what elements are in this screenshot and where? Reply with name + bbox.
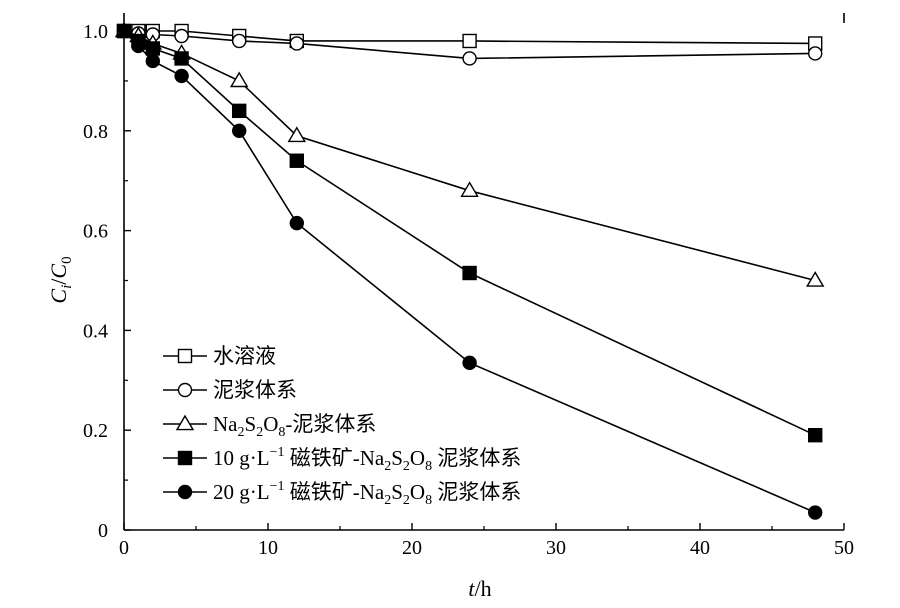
legend-label-run: 泥浆体系 [432, 446, 521, 470]
y-tick-label: 1.0 [83, 21, 108, 43]
data-point [231, 103, 247, 119]
legend-label: 水溶液 [213, 344, 276, 368]
legend-label-run: 2 [403, 459, 410, 474]
legend-label-run: 泥浆体系 [213, 378, 297, 402]
legend-label-run: −1 [270, 479, 285, 494]
legend-item: 20 g·L−1 磁铁矿-Na2S2O8 泥浆体系 [163, 479, 521, 508]
legend-item: 水溶液 [163, 344, 276, 368]
data-point [174, 68, 189, 84]
legend-item: Na2S2O8-泥浆体系 [163, 412, 376, 440]
axes: 0 10 20 30 40 50 0 0.2 0.4 0.6 0.8 1.0 [83, 13, 854, 559]
data-point [145, 53, 161, 69]
data-point [145, 41, 161, 56]
series-line [123, 30, 816, 436]
y-tick-label: 0.2 [83, 420, 108, 442]
data-point [460, 181, 479, 197]
data-point [289, 36, 304, 51]
legend-label-run: 磁铁矿-Na [284, 446, 384, 470]
x-tick-label: 40 [690, 537, 710, 559]
data-point [808, 505, 823, 520]
y-tick-label: 0 [98, 520, 108, 542]
data-point [808, 46, 823, 61]
data-point [174, 28, 189, 44]
data-point [174, 51, 189, 66]
y-tick-label: 0.6 [83, 221, 108, 243]
data-point [462, 51, 477, 66]
x-axis-label-var: t [468, 576, 475, 601]
legend-label-run: 磁铁矿-Na [284, 480, 384, 504]
y-label-sub2: 0 [59, 256, 75, 264]
data-point [231, 123, 247, 139]
legend-label-run: −1 [270, 445, 285, 460]
data-point [462, 265, 477, 281]
x-tick-label: 30 [546, 537, 566, 559]
legend-label-run: 2 [384, 459, 391, 474]
legend-label-run: Na [213, 412, 238, 436]
legend-label-run: S [245, 412, 257, 436]
data-point [462, 33, 477, 49]
legend-label-run: O [410, 446, 425, 470]
legend-label: Na2S2O8-泥浆体系 [213, 412, 376, 440]
x-tick-label: 20 [402, 537, 422, 559]
y-label-slash: / [46, 278, 71, 285]
data-point [289, 153, 304, 168]
series-line [123, 30, 816, 282]
data-point [131, 38, 146, 54]
legend-label-run: S [391, 480, 403, 504]
legend-label-run: 10 g·L [213, 446, 270, 470]
legend-label-run: 2 [384, 493, 391, 508]
x-tick-label: 50 [834, 537, 854, 559]
y-label-sub1: i [59, 285, 75, 289]
data-point [289, 215, 304, 231]
data-point [462, 355, 477, 371]
legend-label-run: 水溶液 [213, 344, 276, 368]
legend-marker [177, 484, 193, 500]
data-point [116, 23, 132, 39]
legend-label-run: 2 [256, 425, 263, 440]
series-layer [114, 21, 825, 520]
legend-item: 泥浆体系 [163, 378, 297, 402]
series-5 [116, 23, 823, 520]
series-1 [116, 23, 823, 51]
legend-label-run: 20 g·L [213, 480, 270, 504]
x-axis-label-unit: /h [475, 576, 492, 601]
data-point [229, 71, 249, 88]
legend-label-run: 2 [238, 425, 245, 440]
x-axis-label: t/h [468, 576, 491, 601]
legend-label-run: S [391, 446, 403, 470]
data-point [231, 33, 247, 49]
legend-label: 泥浆体系 [213, 378, 297, 402]
legend-label-run: 2 [403, 493, 410, 508]
legend-label: 20 g·L−1 磁铁矿-Na2S2O8 泥浆体系 [213, 479, 521, 508]
y-axis-label: Ci/C0 [46, 256, 75, 303]
legend-label-run: O [263, 412, 278, 436]
legend-label-run: O [410, 480, 425, 504]
y-tick-label: 0.4 [83, 320, 108, 342]
y-tick-label: 0.8 [83, 121, 108, 143]
legend-marker [177, 450, 193, 466]
legend-label-run: -泥浆体系 [285, 412, 376, 436]
x-tick-label: 10 [258, 537, 278, 559]
y-label-c2: C [46, 264, 71, 279]
data-point [805, 271, 825, 287]
legend-marker [177, 382, 193, 398]
legend-marker [177, 348, 193, 364]
data-point [808, 427, 823, 443]
legend-label-run: 泥浆体系 [432, 480, 521, 504]
y-label-c1: C [46, 289, 71, 304]
legend-marker [175, 414, 195, 431]
legend-label-run: 8 [278, 425, 285, 440]
legend-label-run: 8 [425, 459, 432, 474]
legend-label: 10 g·L−1 磁铁矿-Na2S2O8 泥浆体系 [213, 445, 521, 474]
x-tick-label: 0 [119, 537, 129, 559]
data-point [287, 126, 307, 143]
legend-item: 10 g·L−1 磁铁矿-Na2S2O8 泥浆体系 [163, 445, 521, 474]
legend-label-run: 8 [425, 493, 432, 508]
